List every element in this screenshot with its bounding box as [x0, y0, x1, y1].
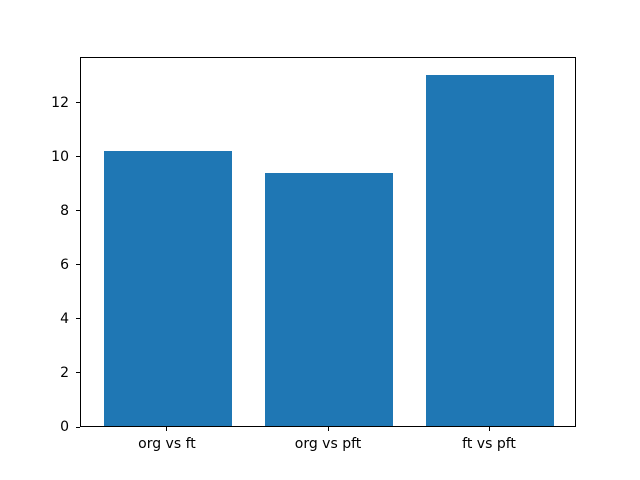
x-tick-label: ft vs pft	[462, 436, 516, 452]
y-tick-label: 6	[60, 256, 69, 273]
x-tick-mark	[488, 427, 490, 431]
y-tick-mark	[76, 426, 80, 428]
y-tick-label: 12	[51, 94, 69, 111]
y-tick-label: 0	[60, 419, 69, 435]
bar-org-vs-ft	[103, 150, 233, 426]
x-tick-label: org vs pft	[294, 436, 362, 452]
bar-ft-vs-pft	[425, 74, 555, 426]
y-tick-mark	[76, 318, 80, 320]
y-tick-label: 10	[51, 148, 69, 165]
y-tick-mark	[76, 210, 80, 212]
x-tick-mark	[166, 427, 168, 431]
y-tick-mark	[76, 102, 80, 104]
plot-area	[80, 57, 576, 427]
y-tick-label: 2	[60, 364, 69, 381]
bar-org-vs-pft	[264, 173, 394, 426]
x-tick-label: org vs ft	[138, 436, 196, 452]
y-tick-label: 8	[60, 202, 69, 219]
y-tick-label: 4	[60, 310, 69, 327]
y-tick-mark	[76, 264, 80, 266]
y-tick-mark	[76, 372, 80, 374]
y-tick-mark	[76, 156, 80, 158]
x-tick-mark	[327, 427, 329, 431]
